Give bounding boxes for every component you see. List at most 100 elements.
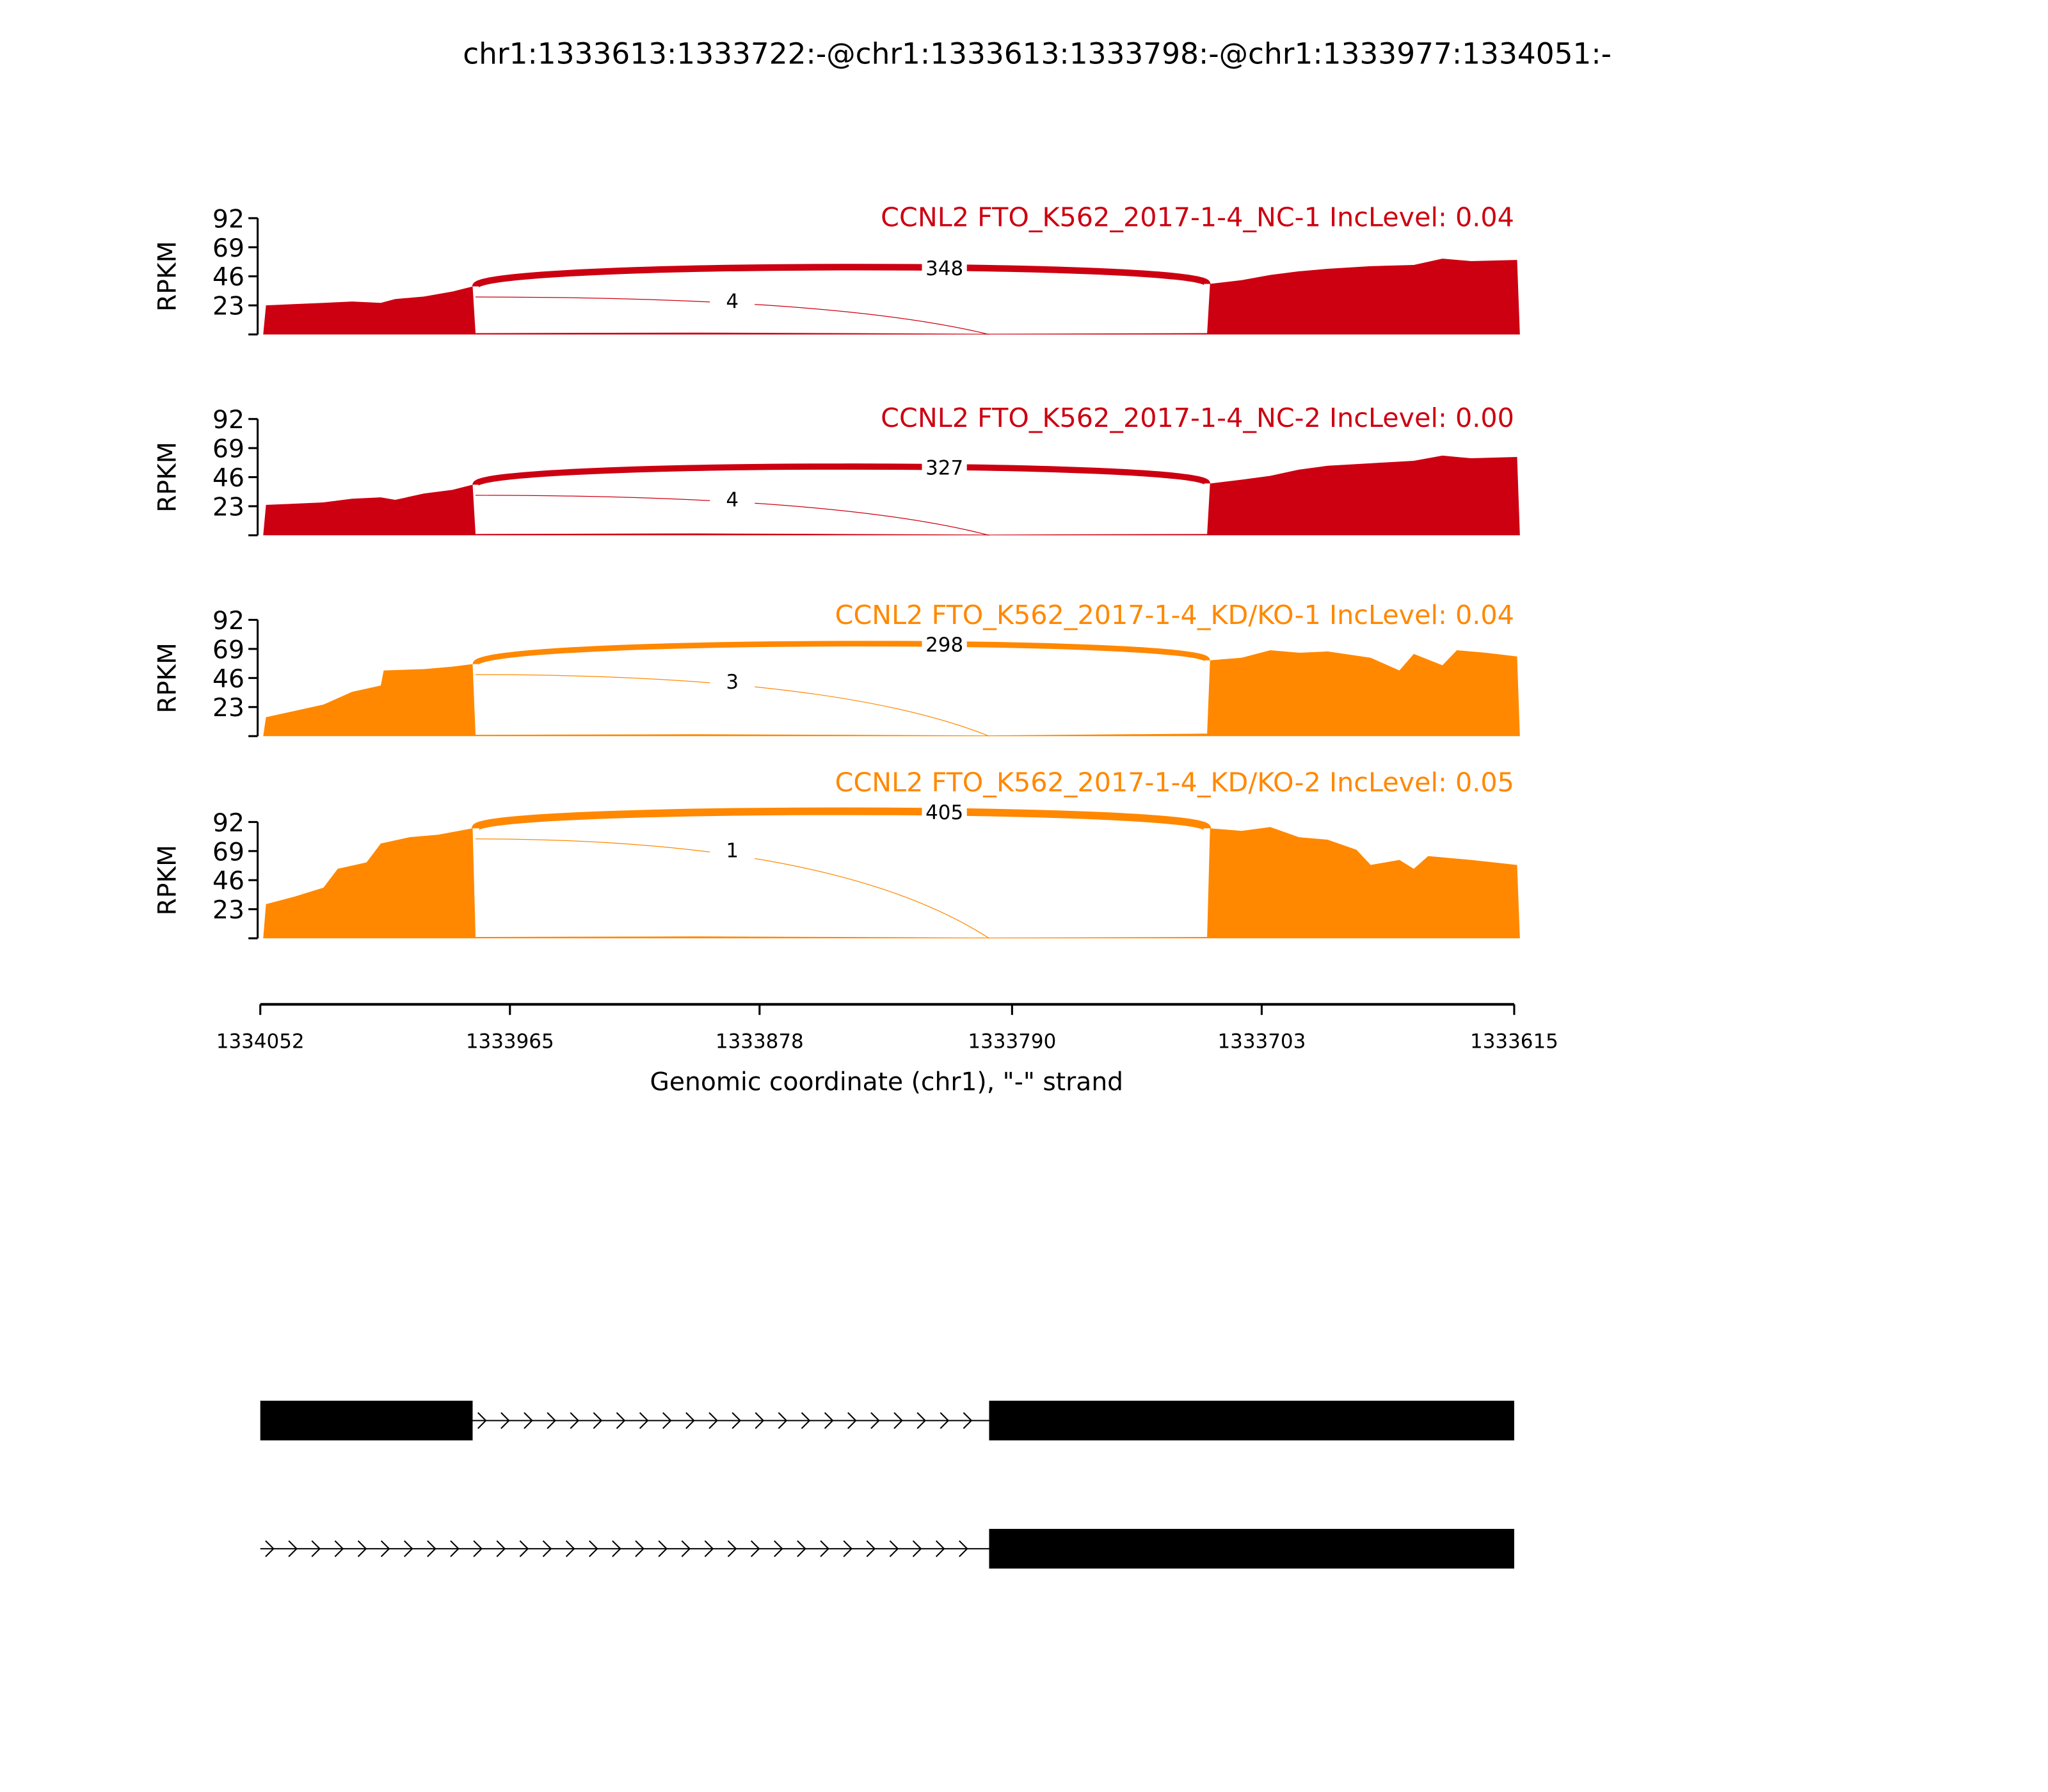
x-tick-label: 1333965: [466, 1030, 554, 1053]
y-tick-label: 69: [212, 234, 244, 263]
strand-arrow-icon: [755, 1412, 765, 1429]
y-tick-label: 69: [212, 435, 244, 464]
strand-arrow-icon: [265, 1540, 275, 1557]
gene-models: [260, 1400, 1514, 1569]
strand-arrow-icon: [311, 1540, 321, 1557]
junction-arc: [472, 264, 1211, 290]
strand-arrow-icon: [496, 1540, 506, 1557]
strand-arrow-icon: [639, 1412, 649, 1429]
junction-count-label: 298: [925, 634, 963, 657]
junction-label-bg: [710, 670, 755, 692]
y-axis-label: RPKM: [154, 643, 182, 713]
x-tick-label: 1333790: [968, 1030, 1056, 1053]
strand-arrow-icon: [797, 1540, 806, 1557]
y-tick-label: 92: [212, 607, 244, 636]
junction-count-label: 4: [726, 489, 739, 512]
panel-title: CCNL2 FTO_K562_2017-1-4_KD/KO-1 IncLevel…: [835, 600, 1514, 630]
strand-arrow-icon: [542, 1540, 552, 1557]
junction-count-label: 348: [925, 257, 963, 280]
y-tick-label: 23: [212, 493, 244, 522]
strand-arrow-icon: [593, 1412, 603, 1429]
y-tick-label: 46: [212, 464, 244, 493]
strand-arrow-icon: [870, 1412, 880, 1429]
y-axis-label: RPKM: [154, 241, 182, 312]
y-tick-label: 69: [212, 838, 244, 867]
strand-arrow-icon: [635, 1540, 644, 1557]
strand-arrow-icon: [612, 1540, 621, 1557]
strand-arrow-icon: [477, 1412, 487, 1429]
y-tick-label: 46: [212, 665, 244, 694]
junction-label-bg: [922, 456, 967, 477]
strand-arrow-icon: [616, 1412, 626, 1429]
junction-label-bg: [922, 633, 967, 655]
junction-label-bg: [710, 488, 755, 509]
coverage-area: [263, 650, 1520, 737]
junction-arc: [475, 296, 989, 335]
coverage-area: [263, 827, 1520, 939]
x-axis-label: Genomic coordinate (chr1), "-" strand: [650, 1068, 1123, 1096]
y-tick-label: 23: [212, 694, 244, 723]
strand-arrow-icon: [935, 1540, 945, 1557]
strand-arrow-icon: [288, 1540, 298, 1557]
strand-arrow-icon: [685, 1412, 695, 1429]
strand-arrow-icon: [893, 1412, 903, 1429]
strand-arrow-icon: [708, 1412, 718, 1429]
x-tick-label: 1333878: [716, 1030, 804, 1053]
junction-arc: [471, 807, 1212, 833]
y-tick-label: 92: [212, 809, 244, 838]
strand-arrow-icon: [704, 1540, 714, 1557]
junction-label-bg: [922, 801, 967, 822]
strand-arrow-icon: [916, 1412, 927, 1429]
junction-arc: [475, 838, 989, 939]
y-axis-label: RPKM: [154, 845, 182, 915]
strand-arrow-icon: [963, 1412, 973, 1429]
strand-arrow-icon: [959, 1540, 968, 1557]
y-tick-label: 69: [212, 636, 244, 664]
strand-arrow-icon: [547, 1412, 556, 1429]
strand-arrow-icon: [866, 1540, 876, 1557]
strand-arrow-icon: [824, 1412, 834, 1429]
strand-arrow-icon: [801, 1412, 811, 1429]
exon-block: [989, 1400, 1514, 1441]
transcript-1: [260, 1400, 1514, 1441]
strand-arrow-icon: [334, 1540, 344, 1557]
chart-title: chr1:1333613:1333722:-@chr1:1333613:1333…: [463, 36, 1612, 70]
strand-arrow-icon: [820, 1540, 829, 1557]
y-tick-label: 23: [212, 292, 244, 321]
panel-title: CCNL2 FTO_K562_2017-1-4_NC-2 IncLevel: 0…: [881, 403, 1514, 433]
junction-arc: [472, 463, 1211, 488]
y-tick-label: 92: [212, 406, 244, 435]
y-tick-label: 46: [212, 263, 244, 292]
strand-arrow-icon: [778, 1412, 788, 1429]
strand-arrow-icon: [750, 1540, 760, 1557]
y-axis-label: RPKM: [154, 442, 182, 512]
exon-block: [989, 1528, 1514, 1569]
junction-count-label: 3: [726, 671, 739, 694]
strand-arrow-icon: [732, 1412, 742, 1429]
junction-arc: [472, 641, 1210, 667]
strand-arrow-icon: [524, 1412, 533, 1429]
junction-arc: [475, 674, 989, 737]
strand-arrow-icon: [500, 1412, 510, 1429]
y-tick-label: 23: [212, 896, 244, 925]
strand-arrow-icon: [774, 1540, 783, 1557]
strand-arrow-icon: [912, 1540, 922, 1557]
x-tick-label: 1334052: [216, 1030, 305, 1053]
strand-arrow-icon: [847, 1412, 857, 1429]
strand-arrow-icon: [357, 1540, 367, 1557]
strand-arrow-icon: [404, 1540, 413, 1557]
strand-arrow-icon: [940, 1412, 950, 1429]
junction-count-label: 1: [726, 840, 739, 863]
strand-arrow-icon: [681, 1540, 691, 1557]
panel-title: CCNL2 FTO_K562_2017-1-4_NC-1 IncLevel: 0…: [881, 202, 1514, 232]
junction-count-label: 4: [726, 290, 739, 313]
y-tick-label: 46: [212, 867, 244, 896]
strand-arrow-icon: [570, 1412, 580, 1429]
x-tick-label: 1333615: [1470, 1030, 1558, 1053]
strand-arrow-icon: [843, 1540, 853, 1557]
strand-arrow-icon: [450, 1540, 460, 1557]
